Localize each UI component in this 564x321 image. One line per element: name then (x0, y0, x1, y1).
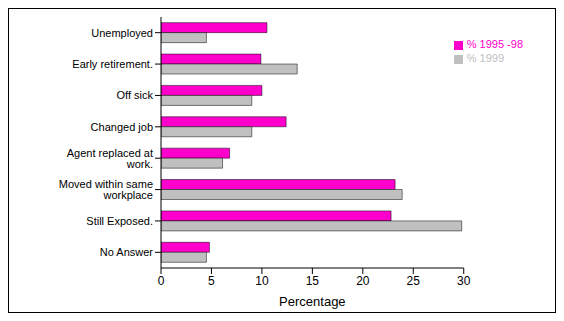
svg-text:Off sick: Off sick (117, 89, 154, 101)
svg-text:Moved within sameworkplace: Moved within sameworkplace (59, 178, 153, 201)
svg-text:Unemployed: Unemployed (91, 27, 153, 39)
svg-text:Early retirement.: Early retirement. (72, 58, 153, 70)
svg-text:Changed job: Changed job (91, 121, 153, 133)
svg-text:30: 30 (457, 274, 471, 288)
html-text:% 1995 -98: % 1995 -98 (466, 38, 523, 50)
svg-text:10: 10 (255, 274, 269, 288)
svg-text:No Answer: No Answer (100, 246, 154, 258)
svg-text:20: 20 (356, 274, 370, 288)
svg-text:15: 15 (306, 274, 320, 288)
svg-text:Percentage: Percentage (279, 294, 346, 309)
svg-text:Agent replaced atwork.: Agent replaced atwork. (67, 147, 153, 170)
svg-text:0: 0 (158, 274, 165, 288)
svg-text:5: 5 (208, 274, 215, 288)
svg-text:Still Exposed.: Still Exposed. (86, 215, 153, 227)
html-text:% 1999: % 1999 (466, 52, 504, 64)
svg-text:25: 25 (407, 274, 421, 288)
